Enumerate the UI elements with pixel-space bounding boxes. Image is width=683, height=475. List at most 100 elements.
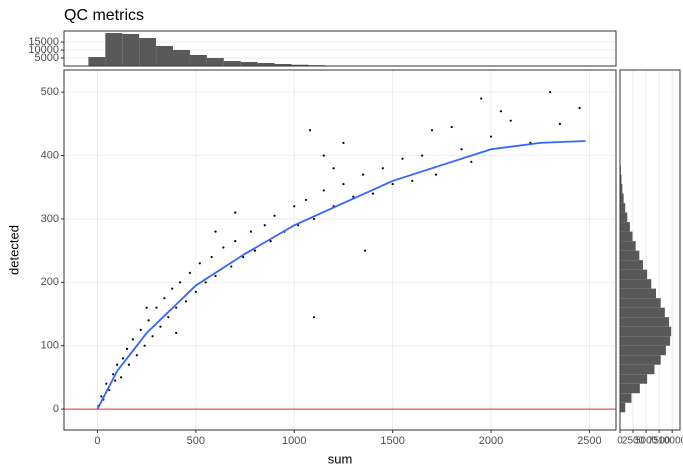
point — [114, 379, 117, 382]
panel-border — [63, 69, 617, 431]
point — [460, 148, 463, 151]
histogram-bar — [620, 250, 640, 261]
point — [342, 141, 345, 144]
x-tick-label: 500 — [187, 435, 205, 447]
point — [171, 287, 174, 290]
histogram-bar — [620, 307, 665, 318]
histogram-bar — [620, 374, 648, 384]
histogram-bar — [223, 61, 241, 66]
point — [155, 306, 158, 309]
point — [308, 129, 312, 132]
histogram-bar — [620, 393, 632, 403]
y-tick-label: 300 — [41, 213, 59, 225]
histogram-bar — [156, 46, 174, 66]
point — [332, 167, 335, 170]
histogram-bar — [274, 64, 292, 66]
point — [352, 195, 355, 198]
point — [312, 316, 316, 319]
y-tick-label: 100 — [41, 340, 59, 352]
point — [121, 357, 125, 360]
point — [175, 306, 178, 309]
histogram-bar — [620, 222, 630, 232]
point — [322, 189, 325, 192]
histogram-bar — [620, 336, 671, 346]
histogram-bar — [620, 288, 656, 299]
histogram-bar — [139, 38, 157, 66]
point — [312, 217, 316, 221]
point — [434, 173, 438, 176]
point — [253, 249, 256, 252]
point — [234, 211, 237, 214]
point — [112, 373, 115, 376]
point — [179, 281, 182, 284]
y-tick-label: 15000 — [28, 36, 59, 48]
point — [342, 182, 345, 186]
point — [167, 316, 170, 319]
point — [401, 157, 404, 160]
point — [210, 255, 213, 259]
histogram-bar — [257, 62, 275, 66]
panel-border — [63, 30, 617, 67]
histogram-bar — [620, 212, 628, 223]
point — [470, 160, 473, 164]
point — [222, 246, 225, 249]
histogram-bar — [620, 184, 623, 194]
point — [489, 135, 493, 138]
point — [127, 363, 131, 366]
x-tick-label: 1000 — [282, 435, 306, 447]
point — [381, 167, 384, 170]
x-tick-label: 2500 — [622, 436, 645, 447]
point — [558, 122, 562, 125]
point — [214, 274, 217, 278]
point — [100, 395, 103, 398]
point — [151, 335, 154, 338]
histogram-bar — [206, 58, 224, 66]
point — [273, 214, 276, 217]
x-tick-label: 10000 — [658, 436, 683, 447]
point — [145, 306, 148, 309]
point — [194, 290, 197, 293]
point — [269, 240, 272, 243]
chart-title: QC metrics — [64, 7, 144, 24]
point — [159, 325, 162, 328]
x-tick-label: 5000 — [635, 436, 658, 447]
point — [249, 230, 253, 233]
point — [548, 91, 552, 94]
histogram-bar — [620, 298, 661, 308]
point — [214, 230, 217, 233]
point — [234, 240, 237, 243]
point — [139, 328, 142, 331]
histogram-bar — [620, 269, 648, 280]
point — [116, 363, 119, 366]
histogram-bar — [620, 317, 670, 327]
point — [371, 192, 375, 195]
histogram-bar — [291, 64, 309, 66]
histogram-bar — [105, 33, 123, 66]
point — [293, 205, 296, 208]
point — [263, 224, 266, 227]
point — [119, 376, 123, 379]
point — [363, 249, 367, 252]
point — [480, 97, 483, 100]
histogram-bar — [620, 203, 626, 213]
point — [188, 271, 192, 274]
histogram-bar — [173, 50, 190, 66]
histogram-bar — [620, 355, 661, 365]
histogram-bar — [88, 57, 106, 66]
point — [143, 344, 146, 347]
x-tick-label: 1500 — [380, 435, 404, 447]
point — [184, 300, 188, 303]
histogram-bar — [620, 193, 624, 204]
y-tick-label: 400 — [41, 149, 59, 161]
histogram-bar — [620, 241, 636, 251]
histogram-bar — [620, 260, 643, 270]
histogram-bar — [620, 174, 622, 185]
point — [322, 154, 325, 157]
y-tick-label: 500 — [41, 86, 59, 98]
point — [578, 106, 581, 110]
x-tick-label: 2500 — [577, 435, 601, 447]
y-tick-label: 0 — [53, 403, 59, 415]
y-tick-label: 10000 — [28, 44, 59, 56]
y-tick-label: 200 — [41, 276, 59, 288]
